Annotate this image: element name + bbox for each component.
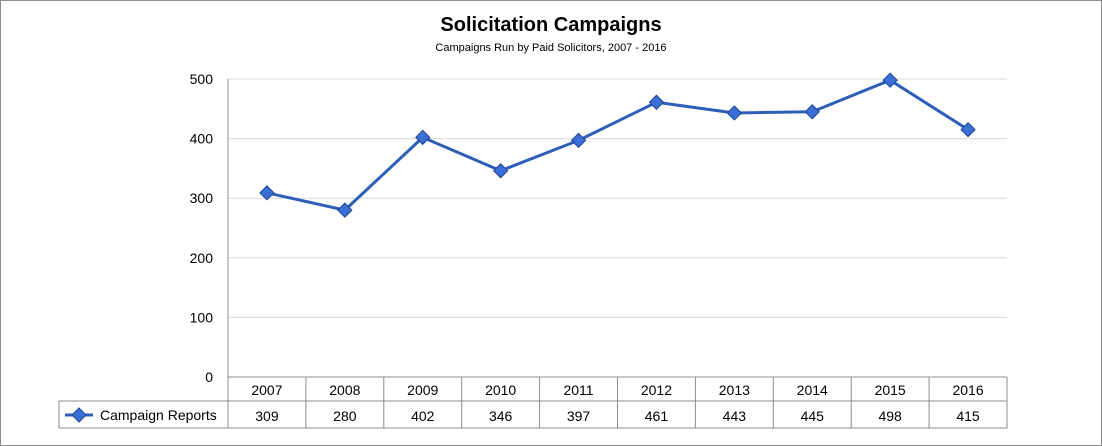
data-point: [570, 132, 587, 149]
data-table-value: 402: [411, 408, 435, 424]
data-point: [259, 185, 275, 201]
data-point: [804, 104, 820, 120]
x-tick-label: 2016: [952, 382, 983, 398]
data-point: [415, 129, 431, 146]
data-table-value: 461: [645, 408, 669, 424]
y-tick-label: 0: [205, 369, 213, 385]
legend-label: Campaign Reports: [100, 407, 217, 423]
x-tick-label: 2012: [641, 382, 672, 398]
data-point: [726, 105, 743, 121]
data-table-value: 443: [723, 408, 747, 424]
y-tick-label: 200: [190, 250, 214, 266]
x-tick-label: 2010: [485, 382, 516, 398]
x-tick-label: 2011: [563, 382, 593, 398]
data-point: [960, 121, 976, 138]
x-tick-label: 2014: [797, 382, 828, 398]
x-tick-label: 2015: [875, 382, 906, 398]
data-table-value: 309: [255, 408, 279, 424]
data-table-value: 415: [956, 408, 980, 424]
y-tick-label: 500: [190, 71, 214, 87]
chart-title: Solicitation Campaigns: [440, 14, 662, 36]
x-tick-label: 2008: [329, 382, 360, 398]
y-tick-label: 300: [190, 190, 214, 206]
data-table-value: 346: [489, 408, 513, 424]
data-table-value: 445: [801, 408, 825, 424]
x-tick-label: 2007: [251, 382, 282, 398]
data-point: [492, 163, 509, 179]
legend-marker: [71, 407, 87, 423]
series-line: [266, 78, 969, 212]
data-table-value: 280: [333, 408, 357, 424]
data-point: [882, 72, 898, 88]
data-table-value: 397: [567, 408, 591, 424]
x-tick-label: 2013: [719, 382, 750, 398]
chart-subtitle: Campaigns Run by Paid Solicitors, 2007 -…: [435, 42, 667, 54]
data-point: [337, 202, 353, 218]
data-table-value: 498: [878, 408, 902, 424]
y-tick-label: 400: [190, 131, 214, 147]
data-point: [648, 94, 665, 110]
y-tick-label: 100: [190, 309, 214, 325]
x-tick-label: 2009: [407, 382, 438, 398]
